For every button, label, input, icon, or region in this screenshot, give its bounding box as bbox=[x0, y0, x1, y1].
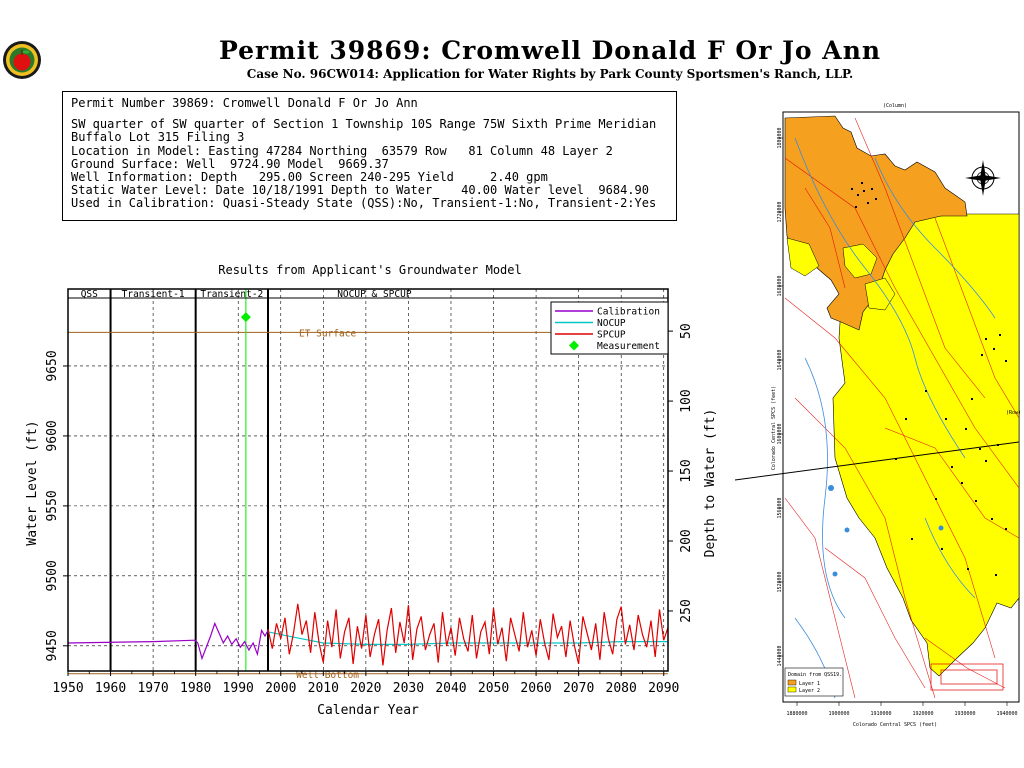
map-bottom-tick-label: 1910000 bbox=[870, 711, 891, 717]
well-info-box: Permit Number 39869: Cromwell Donald F O… bbox=[62, 91, 677, 221]
map-left-tick-label: 1720000 bbox=[777, 201, 783, 222]
map-left-tick-label: 1640000 bbox=[777, 349, 783, 370]
x-axis-label: Calendar Year bbox=[317, 703, 419, 718]
info-section-line: SW quarter of SW quarter of Section 1 To… bbox=[71, 117, 657, 132]
agency-logo bbox=[3, 41, 41, 79]
water-level-chart: Results from Applicant's Groundwater Mod… bbox=[25, 263, 718, 718]
y-tick-label: 9600 bbox=[45, 420, 60, 451]
legend-label: SPCUP bbox=[597, 330, 626, 341]
info-calibration-line: Used in Calibration: Quasi-Steady State … bbox=[71, 196, 657, 211]
y2-tick-label: 100 bbox=[679, 389, 694, 412]
y-tick-label: 9650 bbox=[45, 350, 60, 381]
x-tick-label: 2000 bbox=[265, 681, 296, 696]
x-tick-label: 1970 bbox=[137, 681, 168, 696]
map-legend-title: Domain from QSS19. bbox=[788, 672, 842, 678]
info-location-line: Location in Model: Easting 47284 Northin… bbox=[71, 143, 613, 158]
y-tick-label: 9450 bbox=[45, 630, 60, 661]
period-label: NOCUP & SPCUP bbox=[337, 289, 412, 300]
reference-line-label: Well Bottom bbox=[296, 670, 359, 681]
y2-tick-label: 200 bbox=[679, 529, 694, 552]
chart-title: Results from Applicant's Groundwater Mod… bbox=[218, 263, 521, 277]
map-left-tick-label: 1800000 bbox=[777, 127, 783, 148]
info-permit-line: Permit Number 39869: Cromwell Donald F O… bbox=[71, 96, 418, 110]
page-title: Permit 39869: Cromwell Donald F Or Jo An… bbox=[218, 36, 882, 65]
x-tick-label: 1960 bbox=[95, 681, 126, 696]
period-label: Transient-1 bbox=[122, 289, 185, 300]
series-spcup bbox=[267, 603, 669, 666]
period-label: QSS bbox=[81, 289, 98, 300]
map-bottom-tick-label: 1920000 bbox=[912, 711, 933, 717]
north-arrow bbox=[965, 160, 1001, 196]
map-bottom-tick-label: 1880000 bbox=[786, 711, 807, 717]
info-ground-line: Ground Surface: Well 9724.90 Model 9669.… bbox=[71, 156, 389, 171]
x-tick-label: 2010 bbox=[308, 681, 339, 696]
x-tick-label: 1950 bbox=[52, 681, 83, 696]
map-bottom-tick-label: 1940000 bbox=[996, 711, 1017, 717]
y2-tick-label: 250 bbox=[679, 599, 694, 622]
info-well-line: Well Information: Depth 295.00 Screen 24… bbox=[71, 169, 548, 184]
map-left-tick-label: 1520000 bbox=[777, 571, 783, 592]
map-legend-swatch-layer1 bbox=[787, 679, 797, 686]
series-calibration bbox=[67, 621, 269, 661]
map-left-tick-label: 1440000 bbox=[777, 645, 783, 666]
y-tick-label: 9500 bbox=[45, 560, 60, 591]
legend-label: NOCUP bbox=[597, 318, 626, 329]
map-legend-layer1: Layer 1 bbox=[799, 681, 820, 687]
y2-tick-label: 150 bbox=[679, 459, 694, 482]
map-left-tick-label: 1680000 bbox=[777, 275, 783, 296]
reference-line-label: ET Surface bbox=[299, 328, 356, 339]
x-tick-label: 2040 bbox=[435, 681, 466, 696]
map-left-tick-label: 1560000 bbox=[777, 497, 783, 518]
x-tick-label: 2060 bbox=[520, 681, 551, 696]
x-tick-label: 2090 bbox=[648, 681, 679, 696]
transect-line bbox=[735, 441, 1020, 481]
layer2-area bbox=[832, 213, 1020, 677]
map-legend-layer2: Layer 2 bbox=[799, 688, 820, 694]
x-tick-label: 2070 bbox=[563, 681, 594, 696]
period-label: Transient-2 bbox=[200, 289, 263, 300]
x-tick-label: 2050 bbox=[478, 681, 509, 696]
x-tick-label: 2030 bbox=[393, 681, 424, 696]
x-tick-label: 1980 bbox=[180, 681, 211, 696]
map-right-axis-label: (Row) bbox=[1006, 410, 1021, 416]
x-tick-label: 2020 bbox=[350, 681, 381, 696]
info-static-line: Static Water Level: Date 10/18/1991 Dept… bbox=[71, 183, 649, 198]
y-axis-label: Water Level (ft) bbox=[25, 420, 40, 545]
layer1-area bbox=[784, 115, 968, 331]
info-lot-line: Buffalo Lot 315 Filing 3 bbox=[71, 130, 245, 145]
map-bottom-tick-label: 1930000 bbox=[954, 711, 975, 717]
map-legend: Domain from QSS19. Layer 1 Layer 2 bbox=[784, 667, 844, 697]
y-tick-label: 9550 bbox=[45, 490, 60, 521]
map-top-axis-label: (Column) bbox=[883, 103, 907, 109]
legend-label: Measurement bbox=[597, 341, 660, 352]
y2-tick-label: 50 bbox=[679, 323, 694, 339]
map-bottom-tick-label: 1900000 bbox=[828, 711, 849, 717]
y2-axis-label: Depth to Water (ft) bbox=[703, 409, 718, 558]
x-tick-label: 2080 bbox=[606, 681, 637, 696]
map-left-axis-label: Colorado Central SPCS (feet) bbox=[771, 386, 777, 470]
map-legend-swatch-layer2 bbox=[787, 686, 797, 693]
legend-swatch bbox=[569, 340, 579, 351]
measurement-point bbox=[240, 312, 251, 323]
x-tick-label: 1990 bbox=[223, 681, 254, 696]
legend-label: Calibration bbox=[597, 307, 660, 318]
map-bottom-axis-label: Colorado Central SPCS (feet) bbox=[853, 722, 937, 728]
model-domain-map: Domain from QSS19. Layer 1 Layer 2 (Colu… bbox=[735, 103, 1021, 728]
plot-frame bbox=[67, 288, 669, 672]
map-left-tick-label: 1600000 bbox=[777, 423, 783, 444]
page-subtitle: Case No. 96CW014: Application for Water … bbox=[246, 67, 854, 81]
series-nocup bbox=[267, 631, 668, 645]
